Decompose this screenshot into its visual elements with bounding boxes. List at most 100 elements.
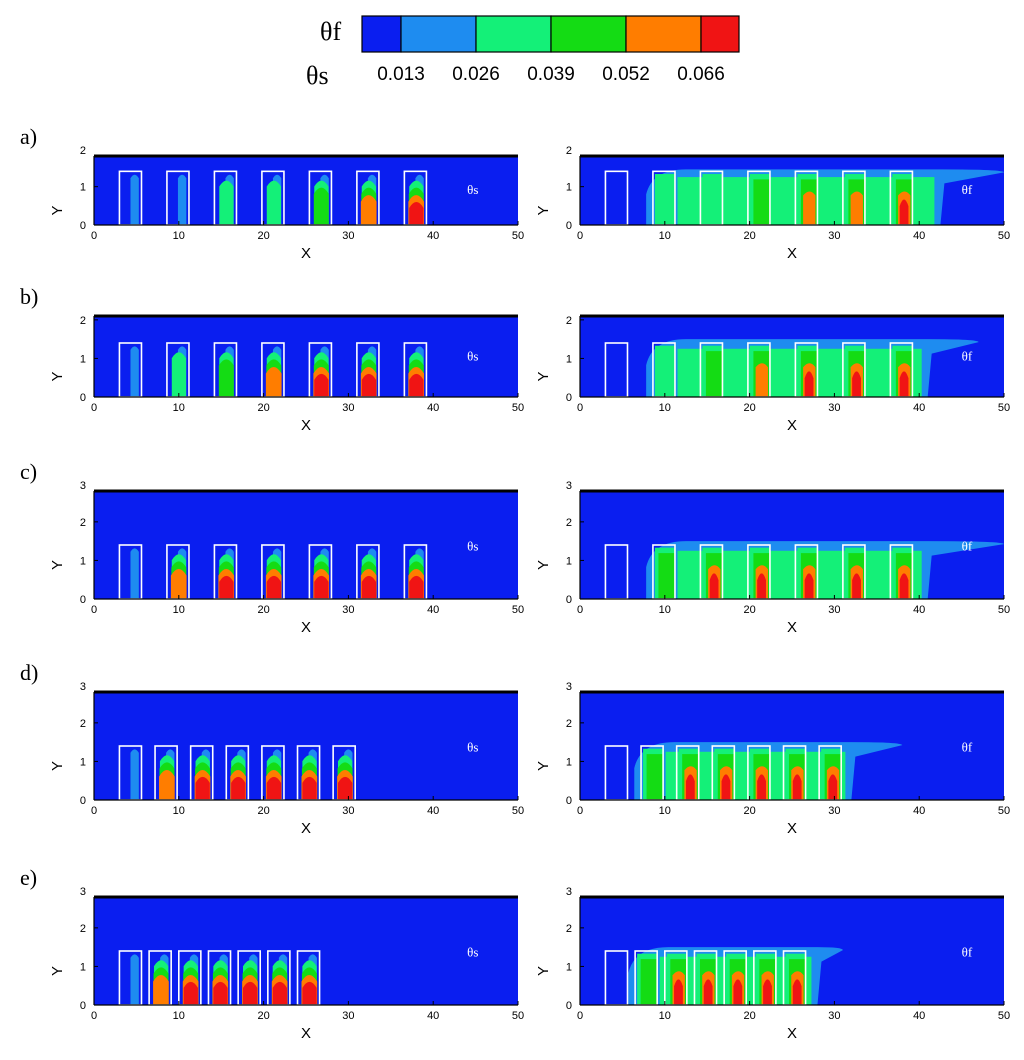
x-tick-label: 30 xyxy=(828,402,840,414)
contour-fill xyxy=(130,346,425,397)
fluid-contour xyxy=(757,774,766,800)
solid-contour xyxy=(409,575,424,599)
x-tick-label: 0 xyxy=(577,402,583,414)
panel-c-fluid: θf 0 10 20 30 40 50 0 1 2 3 X Y xyxy=(535,480,1010,636)
y-tick-label: 1 xyxy=(80,353,86,365)
x-tick-label: 40 xyxy=(427,604,439,616)
solid-contour xyxy=(170,568,187,599)
x-tick-label: 40 xyxy=(427,1010,439,1022)
y-tick-label: 1 xyxy=(80,555,86,567)
row-label: a) xyxy=(20,124,37,149)
solid-contour xyxy=(159,769,175,800)
fluid-contour xyxy=(646,754,663,800)
x-tick-label: 50 xyxy=(998,402,1010,414)
x-tick-label: 40 xyxy=(427,230,439,242)
colorbar-swatch xyxy=(700,15,740,53)
x-axis-label: X xyxy=(787,1025,797,1042)
field-label: θf xyxy=(962,349,973,364)
x-tick-label: 0 xyxy=(91,805,97,817)
plot-background xyxy=(94,316,518,397)
y-tick-label: 0 xyxy=(80,594,86,606)
panel-d-fluid: θf 0 10 20 30 40 50 0 1 2 3 X Y xyxy=(535,681,1010,837)
solid-contour xyxy=(314,373,329,397)
y-tick-label: 1 xyxy=(566,961,572,973)
fluid-contour xyxy=(654,174,675,225)
y-axis-label: Y xyxy=(49,205,66,215)
solid-contour xyxy=(409,202,424,225)
solid-contour xyxy=(361,575,377,599)
solid-contour xyxy=(219,180,234,225)
fluid-contour xyxy=(705,351,722,397)
fluid-contour xyxy=(792,979,802,1005)
y-tick-label: 0 xyxy=(566,392,572,404)
fluid-contour xyxy=(733,979,743,1005)
x-tick-label: 10 xyxy=(173,402,185,414)
contour-fill xyxy=(646,339,979,397)
solid-contour xyxy=(302,776,317,800)
x-tick-label: 30 xyxy=(342,604,354,616)
x-tick-label: 10 xyxy=(659,1010,671,1022)
row-label: d) xyxy=(20,660,38,685)
field-label: θf xyxy=(962,739,973,754)
x-axis-label: X xyxy=(301,417,311,434)
fluid-contour xyxy=(804,371,814,397)
solid-contour xyxy=(361,373,377,397)
x-tick-label: 0 xyxy=(577,805,583,817)
x-tick-label: 10 xyxy=(659,604,671,616)
x-tick-label: 0 xyxy=(91,402,97,414)
x-tick-label: 20 xyxy=(257,805,269,817)
colorbar-tick-label: 0.026 xyxy=(452,64,500,85)
solid-contour xyxy=(153,974,169,1005)
x-tick-label: 30 xyxy=(828,805,840,817)
y-axis-label: Y xyxy=(535,966,552,976)
y-tick-label: 2 xyxy=(566,145,572,157)
colorbar-swatch xyxy=(550,15,627,53)
y-tick-label: 0 xyxy=(80,1000,86,1012)
contour-fill xyxy=(130,548,425,599)
colorbar-tick-labels: 0.013 0.026 0.039 0.052 0.066 xyxy=(377,64,725,85)
fluid-contour xyxy=(702,174,723,225)
x-tick-label: 30 xyxy=(342,230,354,242)
y-tick-label: 2 xyxy=(566,517,572,529)
field-label: θs xyxy=(467,349,478,364)
y-axis-label: Y xyxy=(535,761,552,771)
colorbar-swatch xyxy=(400,15,477,53)
panel-e-solid: e) θs 0 10 20 30 40 50 0 1 2 3 X Y xyxy=(20,865,524,1042)
y-tick-label: 1 xyxy=(566,353,572,365)
x-tick-label: 30 xyxy=(342,1010,354,1022)
solid-contour xyxy=(272,981,287,1005)
fluid-contour xyxy=(753,179,770,225)
x-tick-label: 50 xyxy=(998,1010,1010,1022)
x-axis-label: X xyxy=(301,1025,311,1042)
solid-contour xyxy=(265,366,282,397)
x-tick-label: 40 xyxy=(427,805,439,817)
contour-fill xyxy=(130,174,425,225)
contour-fill xyxy=(628,947,843,1005)
x-tick-label: 50 xyxy=(512,230,524,242)
x-tick-label: 10 xyxy=(659,230,671,242)
row-label: c) xyxy=(20,459,37,484)
fluid-contour xyxy=(674,979,683,1005)
solid-contour xyxy=(231,776,246,800)
plot-background xyxy=(94,156,518,225)
x-tick-label: 40 xyxy=(913,402,925,414)
contour-fill xyxy=(130,954,318,1005)
fluid-contour xyxy=(658,553,675,599)
x-tick-label: 30 xyxy=(828,1010,840,1022)
solid-contour xyxy=(266,180,282,225)
x-tick-label: 0 xyxy=(91,604,97,616)
x-tick-label: 10 xyxy=(173,1010,185,1022)
y-tick-label: 2 xyxy=(80,923,86,935)
panel-a-fluid: θf 0 10 20 30 40 50 0 1 2 X Y xyxy=(535,145,1010,262)
y-tick-label: 0 xyxy=(80,795,86,807)
colorbar-tick-label: 0.052 xyxy=(602,64,650,85)
field-label: θs xyxy=(467,739,478,754)
y-tick-label: 2 xyxy=(566,315,572,327)
x-tick-label: 0 xyxy=(577,604,583,616)
field-label: θs xyxy=(467,944,478,959)
x-tick-label: 50 xyxy=(512,805,524,817)
x-tick-label: 10 xyxy=(173,604,185,616)
y-tick-label: 0 xyxy=(80,220,86,232)
y-axis-label: Y xyxy=(535,371,552,381)
